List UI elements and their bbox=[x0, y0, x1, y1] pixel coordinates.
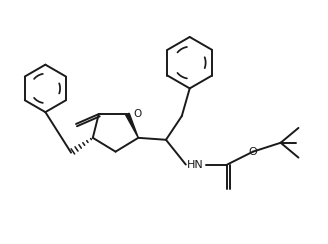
Text: HN: HN bbox=[187, 160, 204, 170]
Text: O: O bbox=[133, 109, 142, 119]
Polygon shape bbox=[126, 113, 138, 138]
Text: O: O bbox=[249, 147, 257, 157]
